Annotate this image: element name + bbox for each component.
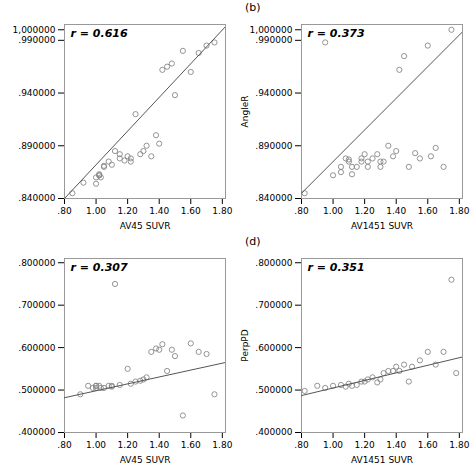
svg-text:.990000: .990000 xyxy=(255,35,292,45)
svg-text:.800000: .800000 xyxy=(255,258,292,268)
svg-text:.600000: .600000 xyxy=(18,343,55,353)
svg-text:1.00: 1.00 xyxy=(86,206,106,216)
svg-text:1.20: 1.20 xyxy=(355,440,375,450)
svg-text:r = 0.307: r = 0.307 xyxy=(71,261,128,274)
svg-text:1.00: 1.00 xyxy=(323,440,343,450)
svg-text:PerpPD: PerpPD xyxy=(240,329,250,361)
svg-text:1.60: 1.60 xyxy=(418,206,438,216)
svg-text:1.40: 1.40 xyxy=(386,206,406,216)
svg-text:.940000: .940000 xyxy=(18,88,55,98)
svg-text:1.20: 1.20 xyxy=(355,206,375,216)
svg-text:.80: .80 xyxy=(57,440,72,450)
svg-text:.80: .80 xyxy=(294,206,309,216)
svg-text:.600000: .600000 xyxy=(255,343,292,353)
svg-text:1.00: 1.00 xyxy=(86,440,106,450)
svg-text:1.80: 1.80 xyxy=(212,206,232,216)
html-text:(b): (b) xyxy=(245,1,261,14)
html-text:(d): (d) xyxy=(245,235,261,248)
svg-text:.890000: .890000 xyxy=(255,141,292,151)
svg-text:1.40: 1.40 xyxy=(149,440,169,450)
svg-text:1.00: 1.00 xyxy=(323,206,343,216)
svg-text:.80: .80 xyxy=(57,206,72,216)
svg-text:r = 0.373: r = 0.373 xyxy=(308,27,365,40)
svg-text:.800000: .800000 xyxy=(18,258,55,268)
svg-text:.500000: .500000 xyxy=(255,385,292,395)
svg-text:AV1451 SUVR: AV1451 SUVR xyxy=(351,455,413,465)
svg-text:.700000: .700000 xyxy=(255,300,292,310)
svg-text:1.60: 1.60 xyxy=(418,440,438,450)
svg-text:1.80: 1.80 xyxy=(449,206,469,216)
svg-text:r = 0.351: r = 0.351 xyxy=(308,261,365,274)
svg-text:1.60: 1.60 xyxy=(181,440,201,450)
svg-text:1.20: 1.20 xyxy=(118,440,138,450)
svg-text:.700000: .700000 xyxy=(18,300,55,310)
svg-text:1.40: 1.40 xyxy=(149,206,169,216)
svg-text:1.60: 1.60 xyxy=(181,206,201,216)
svg-text:.400000: .400000 xyxy=(255,427,292,437)
svg-text:.840000: .840000 xyxy=(255,193,292,203)
svg-text:.840000: .840000 xyxy=(18,193,55,203)
svg-text:AngleR: AngleR xyxy=(240,96,250,128)
svg-text:.400000: .400000 xyxy=(18,427,55,437)
svg-text:1.80: 1.80 xyxy=(449,440,469,450)
svg-text:AV45 SUVR: AV45 SUVR xyxy=(120,221,171,231)
svg-text:r = 0.616: r = 0.616 xyxy=(71,27,128,40)
svg-text:1.20: 1.20 xyxy=(118,206,138,216)
svg-text:1,000000: 1,000000 xyxy=(250,25,293,35)
svg-text:AV45 SUVR: AV45 SUVR xyxy=(120,455,171,465)
svg-text:.940000: .940000 xyxy=(255,88,292,98)
svg-text:AV1451 SUVR: AV1451 SUVR xyxy=(351,221,413,231)
svg-text:.890000: .890000 xyxy=(18,141,55,151)
svg-text:1.80: 1.80 xyxy=(212,440,232,450)
svg-text:.500000: .500000 xyxy=(18,385,55,395)
svg-text:.80: .80 xyxy=(294,440,309,450)
svg-text:.990000: .990000 xyxy=(18,35,55,45)
svg-text:1.40: 1.40 xyxy=(386,440,406,450)
svg-text:1,000000: 1,000000 xyxy=(13,25,56,35)
